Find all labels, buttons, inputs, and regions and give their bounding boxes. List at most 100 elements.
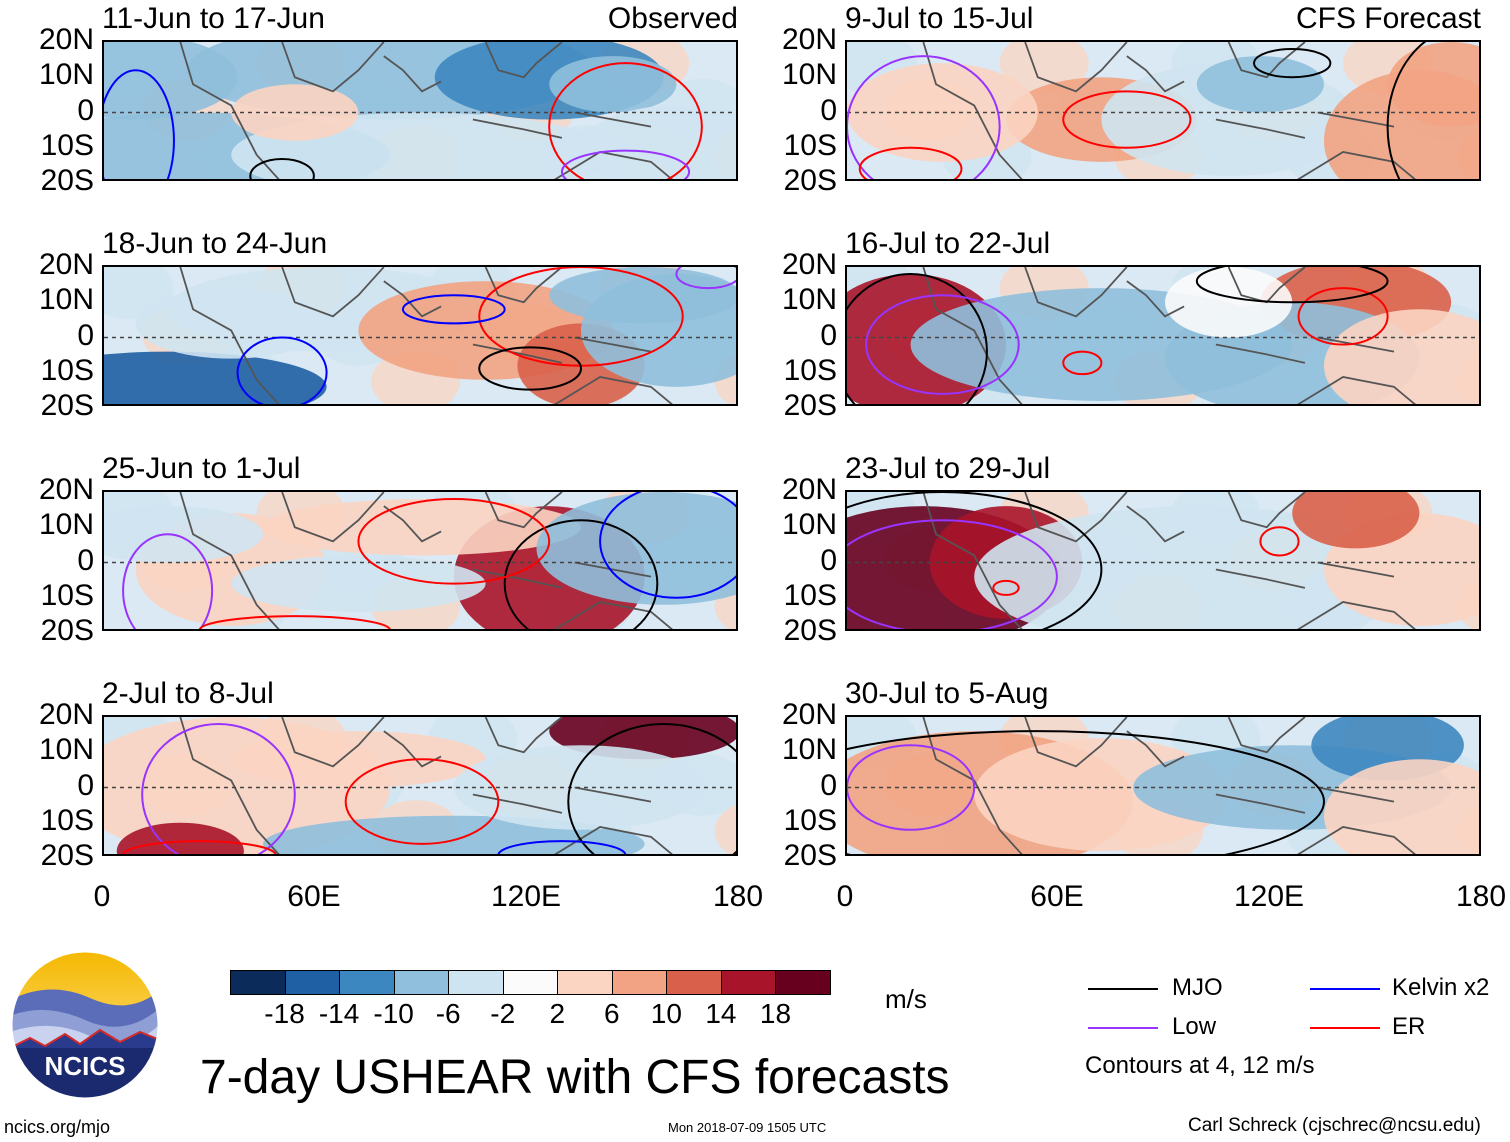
shear-map: [847, 717, 1479, 854]
coastline: [1227, 42, 1306, 79]
wave-contour: [847, 55, 1001, 179]
shear-shade: [263, 499, 581, 556]
colorbar-label: 6: [604, 998, 620, 1029]
observed-panel-1-ytick: 20N: [38, 23, 94, 56]
coastline: [484, 717, 563, 754]
colorbar-label: -14: [318, 998, 360, 1029]
wave-contour: [847, 730, 1325, 854]
observed-panel-1-ytick: 20S: [40, 164, 94, 197]
legend-er-label: ER: [1392, 1013, 1426, 1040]
shear-shade: [104, 506, 263, 563]
wave-contour: [503, 519, 659, 629]
colorbar-swatch: [666, 970, 722, 995]
observed-panel-2-ytick: 10N: [38, 283, 94, 317]
observed-panel-4-period: 2-Jul to 8-Jul: [102, 677, 274, 710]
coastline: [1297, 151, 1416, 179]
wave-contour: [847, 492, 1103, 629]
forecast-panel-4-ytick: 10N: [781, 733, 837, 767]
forecast-panel-1-ytick: 0: [820, 93, 837, 127]
forecast-panel-2-period: 16-Jul to 22-Jul: [845, 227, 1051, 260]
coastline: [554, 151, 673, 179]
shear-map: [847, 42, 1479, 179]
colorbar-swatch: [393, 970, 450, 995]
coastline: [1317, 111, 1395, 128]
forecast-panel-3-ytick: 20S: [783, 614, 837, 647]
colorbar-label: -6: [435, 998, 461, 1029]
forecast-panel-2-ytick: 10S: [783, 353, 837, 387]
wave-contour: [357, 498, 551, 585]
colorbar-swatch: [230, 970, 286, 995]
coastline: [574, 786, 652, 803]
coastline: [1126, 505, 1185, 543]
coastline: [281, 492, 385, 543]
wave-contour: [1259, 526, 1300, 557]
forecast-xtick: 120E: [1233, 880, 1305, 913]
observed-map-panel-3: [102, 490, 738, 631]
observed-panel-4-ytick: 10N: [38, 733, 94, 767]
wave-contour: [847, 273, 988, 404]
coastline: [281, 267, 385, 318]
colorbar-label: 10: [650, 998, 682, 1029]
forecast-map-panel-1: [845, 40, 1481, 181]
wave-contour: [497, 840, 627, 854]
shear-shade: [104, 351, 327, 404]
forecast-panel-3-ytick: 20N: [781, 473, 837, 506]
observed-xtick: 120E: [490, 880, 562, 913]
wave-contour: [1386, 42, 1427, 179]
shear-shade: [116, 822, 244, 854]
coastline: [484, 492, 563, 529]
wave-contour: [401, 294, 506, 325]
forecast-map-panel-2: [845, 265, 1481, 406]
coastline: [179, 492, 280, 629]
colorbar-label: 14: [705, 998, 737, 1029]
observed-panel-3-ytick: 0: [77, 543, 94, 577]
coastline: [1215, 568, 1306, 589]
colorbar-label: -2: [490, 998, 516, 1029]
legend-er-line: [1310, 1027, 1380, 1029]
shear-shade: [581, 105, 736, 179]
observed-panel-3-ytick: 20N: [38, 473, 94, 506]
coastline: [1126, 730, 1185, 768]
coastline: [1024, 42, 1128, 93]
observed-map-panel-4: [102, 715, 738, 856]
coastline: [1317, 786, 1395, 803]
observed-xtick: 0: [93, 880, 111, 913]
forecast-panel-2-ytick: 20S: [783, 389, 837, 422]
wave-contour: [1062, 90, 1192, 149]
forecast-panel-1-ytick: 20N: [781, 23, 837, 56]
observed-map-panel-1: [102, 40, 738, 181]
shear-map: [847, 267, 1479, 404]
legend-kelvin-line: [1310, 988, 1380, 990]
website-link[interactable]: ncics.org/mjo: [4, 1117, 111, 1137]
forecast-panel-4-period: 30-Jul to 5-Aug: [845, 677, 1049, 710]
timestamp: Mon 2018-07-09 1505 UTC: [668, 1120, 827, 1135]
coastline: [383, 280, 442, 318]
wave-contour: [548, 62, 703, 179]
forecast-panel-1-ytick: 10N: [781, 58, 837, 92]
coastline: [383, 730, 442, 768]
observed-panel-3-ytick: 20S: [40, 614, 94, 647]
observed-xtick: 60E: [287, 880, 341, 913]
legend-mjo-line: [1088, 988, 1158, 990]
forecast-xtick: 0: [836, 880, 854, 913]
shear-shade: [1165, 267, 1293, 338]
coastline: [1297, 376, 1416, 404]
forecast-panel-3-period: 23-Jul to 29-Jul: [845, 452, 1051, 485]
coastline: [281, 717, 385, 768]
coastline: [1317, 561, 1395, 578]
colorbar-label: 2: [549, 998, 566, 1029]
shear-shade: [549, 56, 677, 113]
forecast-column-header: CFS Forecast: [1295, 2, 1481, 35]
observed-panel-4-ytick: 20S: [40, 839, 94, 872]
coastline: [472, 793, 563, 814]
observed-panel-2-period: 18-Jun to 24-Jun: [102, 227, 328, 260]
colorbar-swatch: [557, 970, 613, 995]
observed-panel-3-period: 25-Jun to 1-Jul: [102, 452, 301, 485]
observed-panel-3-ytick: 10S: [40, 578, 94, 612]
ncics-logo: NCICS: [10, 950, 160, 1100]
observed-panel-2-ytick: 20N: [38, 248, 94, 281]
wave-contour: [865, 294, 1020, 395]
coastline: [922, 42, 1023, 179]
wave-contour: [992, 579, 1020, 596]
page-title: 7-day USHEAR with CFS forecasts: [200, 1051, 950, 1104]
